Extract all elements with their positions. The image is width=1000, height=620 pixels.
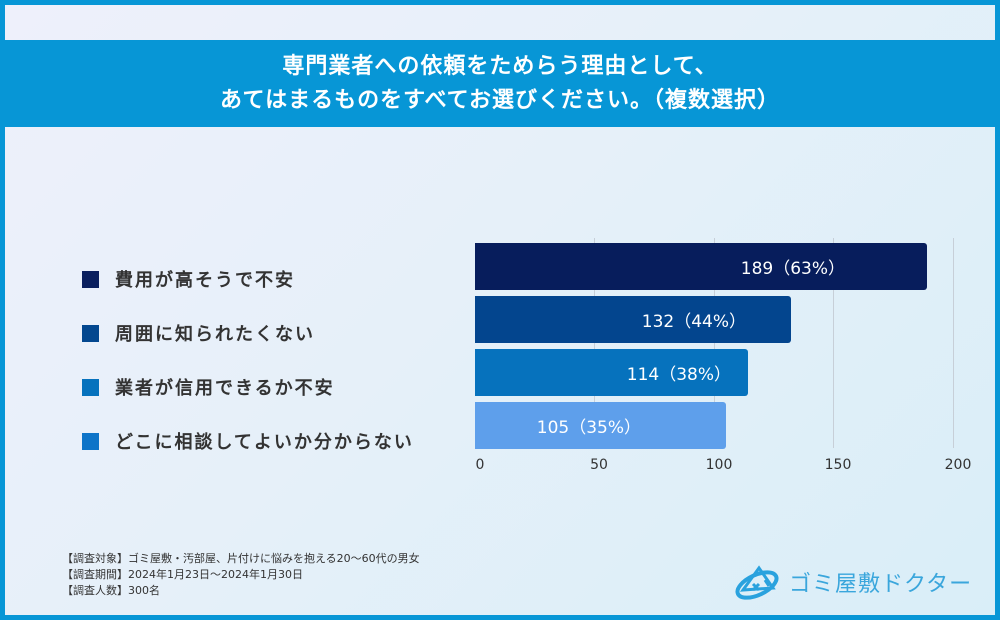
bar: 132（44%） [475, 296, 791, 343]
bar-label: 114（38%） [626, 365, 731, 385]
title-line-2: あてはまるものをすべてお選びください。（複数選択） [219, 87, 781, 113]
tick-label: 50 [590, 457, 608, 473]
legend-label: 費用が高そうで不安 [115, 270, 295, 291]
legend: 費用が高そうで不安 周囲に知られたくない 業者が信用できるか不安 どこに相談して… [82, 252, 414, 468]
brand-logo: ゴミ屋敷ドクター [733, 562, 972, 602]
tick-label: 0 [475, 457, 485, 473]
title-band: 専門業者への依頼をためらう理由として、 あてはまるものをすべてお選びください。（… [5, 40, 995, 127]
infographic-panel: 専門業者への依頼をためらう理由として、 あてはまるものをすべてお選びください。（… [5, 5, 995, 615]
x-axis: 0 50 100 150 200 [475, 457, 972, 477]
gridline [833, 238, 834, 448]
tick-label: 100 [705, 457, 733, 473]
legend-item: 費用が高そうで不安 [82, 252, 414, 306]
house-logo-icon [735, 565, 779, 600]
title-line-1: 専門業者への依頼をためらう理由として、 [282, 53, 718, 79]
legend-swatch [82, 324, 99, 342]
bar-label: 132（44%） [641, 312, 746, 332]
gridline [594, 238, 595, 448]
legend-label: 業者が信用できるか不安 [115, 378, 335, 399]
bar: 105（35%） [475, 402, 726, 449]
bar: 114（38%） [475, 349, 748, 396]
tick-label: 200 [944, 457, 972, 473]
tick-label: 150 [824, 457, 852, 473]
logo-text: ゴミ屋敷ドクター [789, 572, 973, 597]
bar: 189（63%） [475, 243, 927, 290]
bar-label: 189（63%） [740, 259, 845, 279]
note-target: 【調査対象】ゴミ屋敷・汚部屋、片付けに悩みを抱える20〜60代の男女 [62, 552, 420, 565]
legend-item: 業者が信用できるか不安 [82, 360, 414, 414]
note-count: 【調査人数】300名 [62, 584, 160, 597]
legend-swatch [82, 378, 99, 396]
note-period: 【調査期間】2024年1月23日〜2024年1月30日 [62, 568, 303, 581]
survey-notes: 【調査対象】ゴミ屋敷・汚部屋、片付けに悩みを抱える20〜60代の男女 【調査期間… [62, 551, 420, 599]
legend-label: どこに相談してよいか分からない [115, 432, 414, 453]
legend-item: 周囲に知られたくない [82, 306, 414, 360]
legend-swatch [82, 432, 99, 450]
legend-label: 周囲に知られたくない [115, 324, 315, 345]
gridline [953, 238, 954, 448]
bar-label: 105（35%） [536, 418, 641, 438]
gridline [714, 238, 715, 448]
legend-swatch [82, 270, 99, 288]
legend-item: どこに相談してよいか分からない [82, 414, 414, 468]
bar-plot: 189（63%） 132（44%） 114（38%） 105（35%） [475, 238, 955, 449]
